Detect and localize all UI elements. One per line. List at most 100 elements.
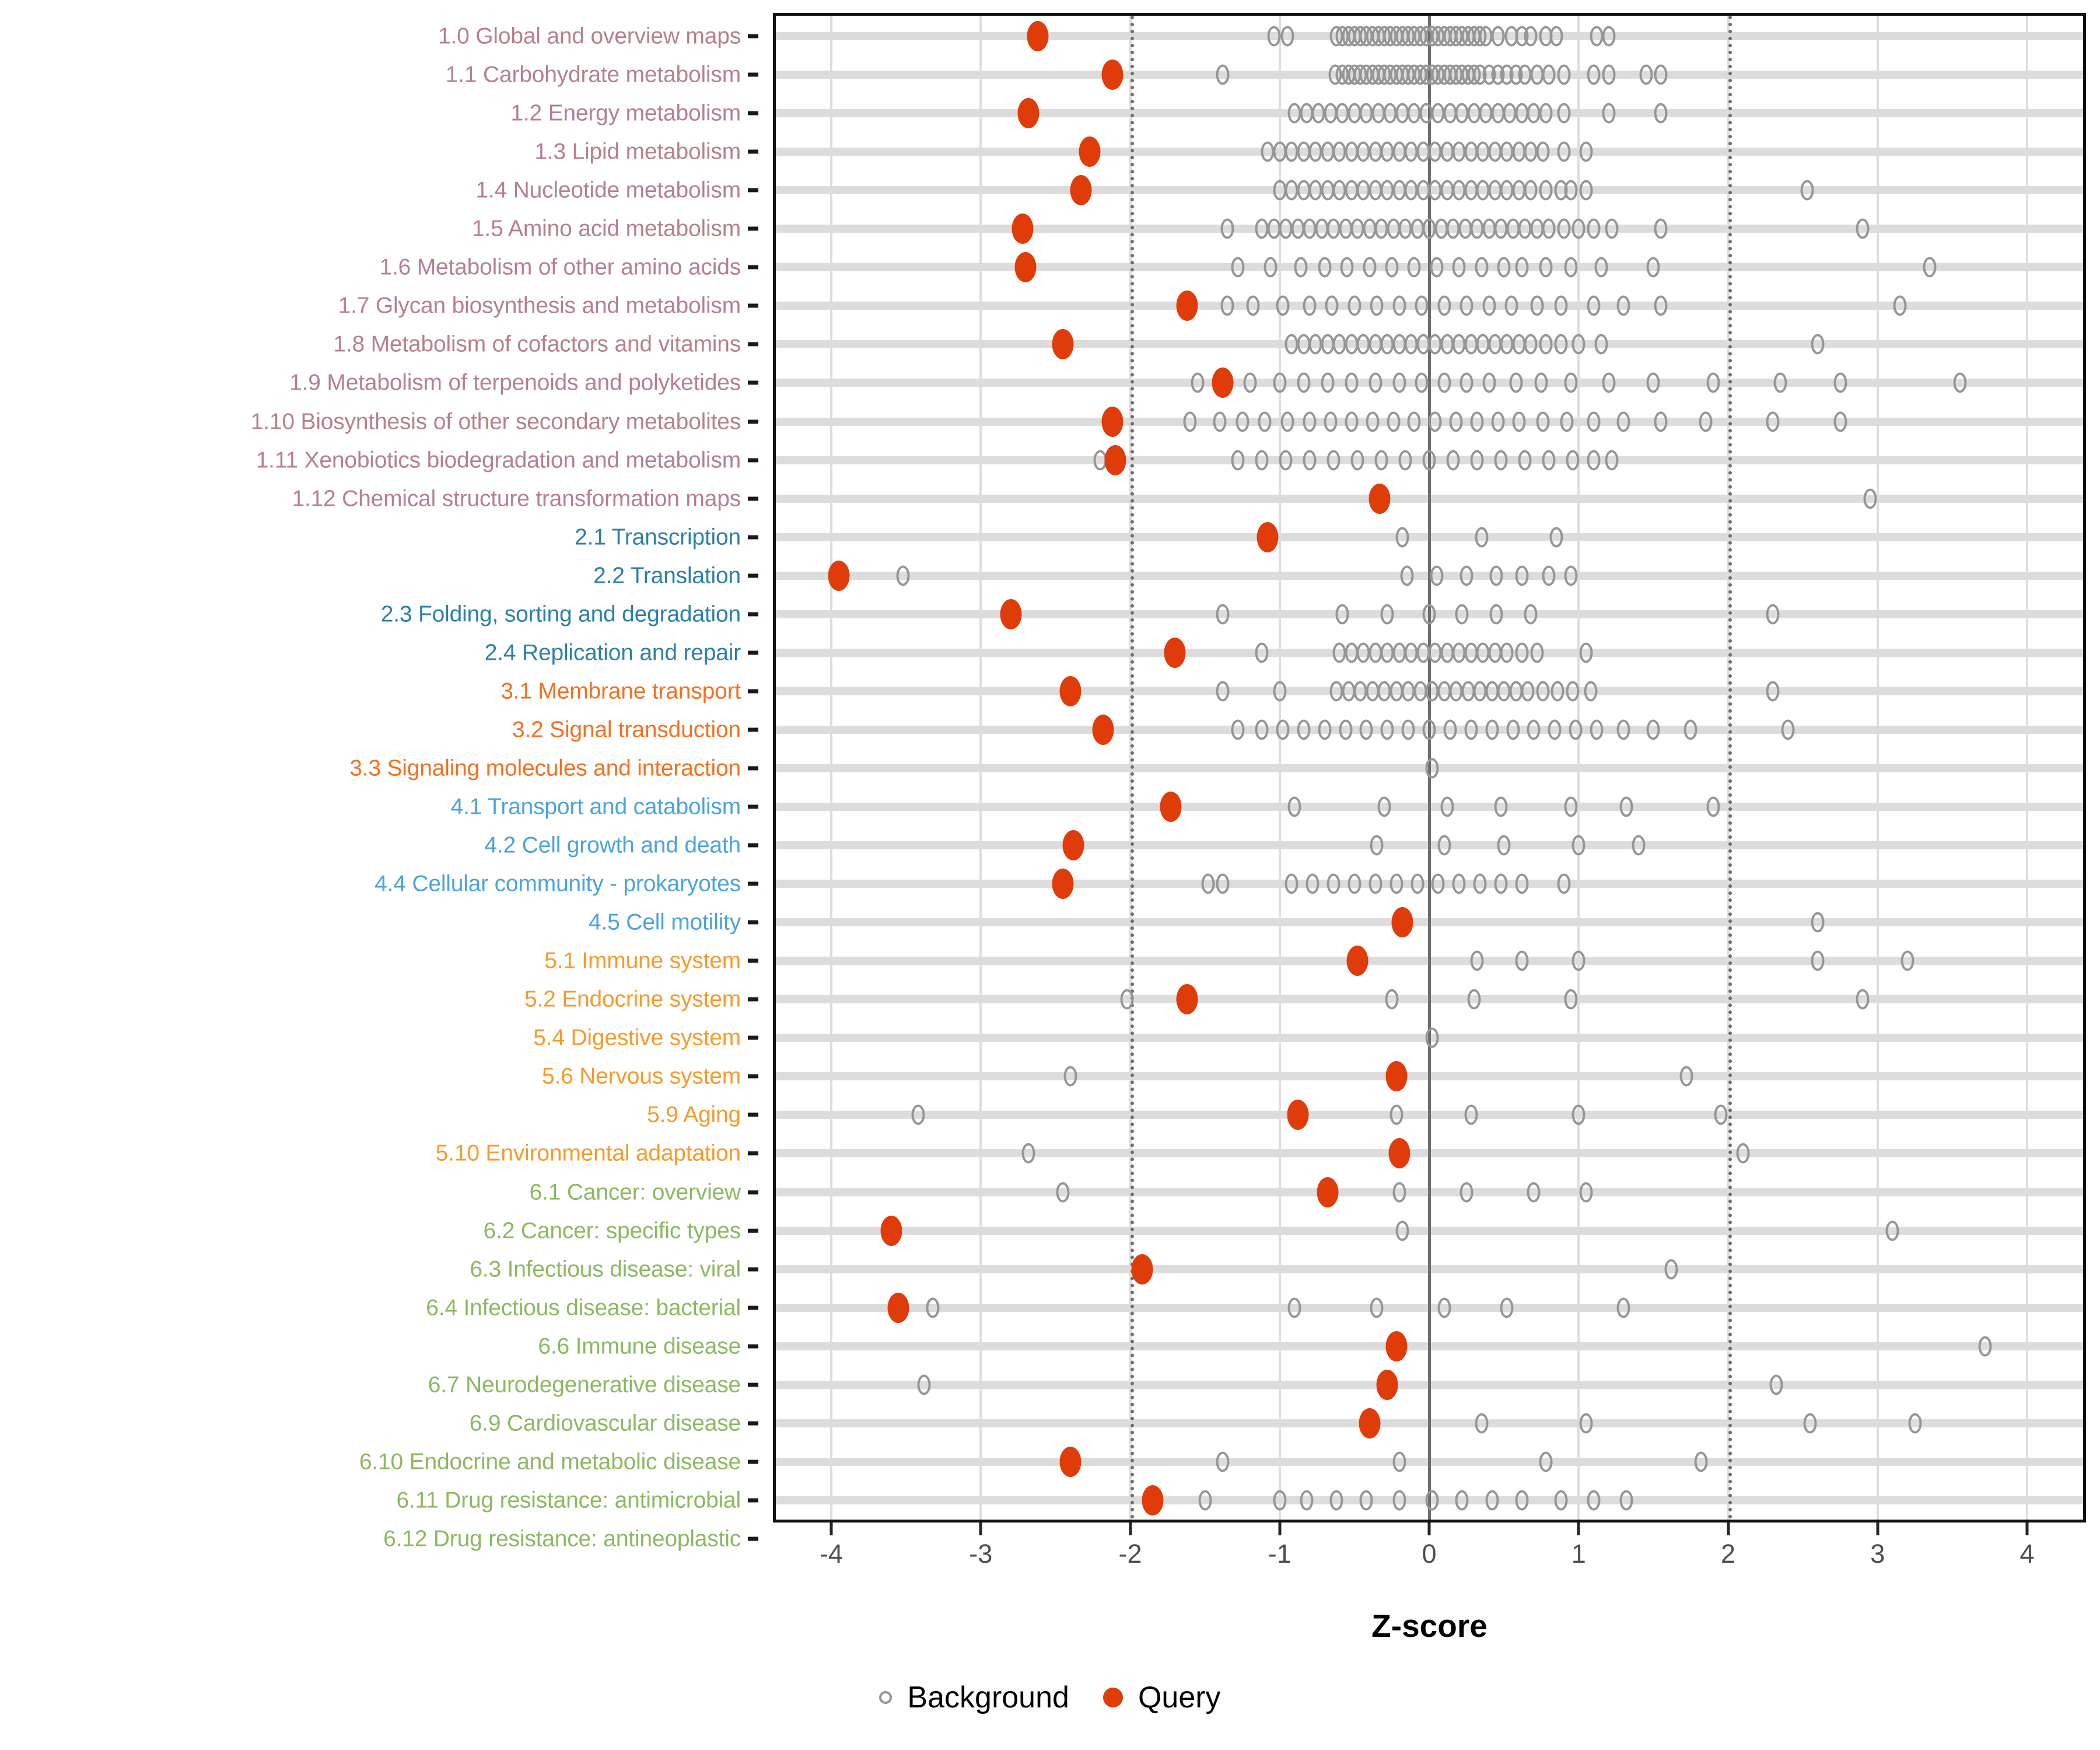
query-point: [1142, 1485, 1164, 1516]
background-point: [1306, 873, 1320, 894]
background-point: [1455, 604, 1469, 625]
background-point: [1766, 681, 1780, 702]
background-point: [1539, 1451, 1553, 1472]
y-axis-tick: [748, 72, 758, 77]
legend-item-query: Query: [1102, 1680, 1221, 1715]
query-point: [1059, 676, 1082, 706]
background-point: [1564, 180, 1578, 201]
background-point: [1395, 527, 1409, 548]
background-point: [1410, 873, 1424, 894]
y-axis-tick: [748, 727, 758, 732]
background-point: [1863, 488, 1877, 509]
x-axis-tick-label: 1: [1571, 1539, 1586, 1569]
background-point: [1415, 372, 1429, 393]
y-axis-label: 5.2 Endocrine system: [524, 986, 741, 1012]
background-point: [1590, 719, 1604, 740]
background-point: [1536, 141, 1550, 162]
query-point: [1052, 869, 1074, 900]
background-point: [1811, 950, 1825, 971]
background-point: [1264, 257, 1278, 278]
background-point: [1276, 295, 1290, 316]
y-axis-label: 1.8 Metabolism of cofactors and vitamins: [333, 331, 741, 357]
background-point: [1380, 604, 1394, 625]
background-point: [1431, 873, 1445, 894]
background-point: [1579, 1413, 1593, 1434]
background-point: [1654, 64, 1668, 85]
query-point: [1101, 60, 1124, 90]
background-point: [1452, 257, 1466, 278]
query-point: [1317, 1177, 1339, 1208]
background-point: [1390, 1104, 1404, 1125]
y-axis-category-labels: 1.0 Global and overview maps 1.1 Carbohyd…: [0, 0, 758, 1550]
background-point: [1566, 681, 1580, 702]
background-point: [1363, 257, 1376, 278]
query-point: [1388, 1138, 1410, 1169]
query-point: [880, 1215, 902, 1246]
background-point: [1449, 411, 1463, 432]
background-point: [1684, 719, 1698, 740]
background-point: [1198, 1490, 1212, 1511]
background-point: [1284, 873, 1298, 894]
query-point: [1287, 1100, 1308, 1130]
background-point: [1587, 411, 1601, 432]
y-axis-label: 2.4 Replication and repair: [484, 640, 741, 666]
y-axis-label: 1.4 Nucleotide metabolism: [475, 177, 741, 203]
background-point: [1387, 411, 1400, 432]
background-point: [1321, 372, 1335, 393]
background-point: [1246, 295, 1260, 316]
background-point: [1566, 450, 1580, 471]
background-point: [1324, 411, 1338, 432]
background-point: [1579, 642, 1593, 663]
background-point: [1395, 1220, 1409, 1241]
background-point: [1400, 565, 1414, 586]
background-point: [1294, 257, 1308, 278]
y-axis-label: 2.2 Translation: [593, 563, 741, 589]
y-axis-tick: [748, 535, 758, 540]
background-point: [1766, 411, 1780, 432]
y-axis-tick: [748, 342, 758, 346]
background-point: [1602, 103, 1615, 124]
background-point: [1440, 796, 1454, 817]
background-point: [1303, 411, 1317, 432]
background-point: [1494, 873, 1508, 894]
background-point: [1475, 527, 1489, 548]
background-point: [1491, 26, 1505, 47]
background-point: [1359, 1490, 1373, 1511]
background-point: [1021, 1143, 1035, 1164]
background-point: [1587, 1490, 1601, 1511]
background-point: [1569, 719, 1583, 740]
background-point: [1833, 372, 1847, 393]
background-point: [1191, 372, 1205, 393]
y-axis-tick: [748, 1267, 758, 1272]
background-point: [1579, 141, 1593, 162]
background-point: [1542, 565, 1556, 586]
background-point: [1539, 103, 1553, 124]
background-point: [1524, 26, 1538, 47]
y-axis-tick: [748, 380, 758, 385]
background-point: [1530, 642, 1544, 663]
background-point: [1557, 103, 1571, 124]
background-point: [1803, 1413, 1817, 1434]
background-point: [1584, 681, 1598, 702]
background-point: [1350, 450, 1364, 471]
background-point: [1280, 411, 1294, 432]
y-axis-tick: [748, 958, 758, 963]
background-point: [1856, 218, 1870, 239]
y-axis-label: 6.4 Infectious disease: bacterial: [426, 1295, 741, 1321]
background-point: [1220, 295, 1234, 316]
background-point: [911, 1104, 925, 1125]
y-axis-label: 2.1 Transcription: [575, 524, 741, 550]
background-point: [1587, 218, 1601, 239]
background-point: [1579, 180, 1593, 201]
background-point: [1216, 681, 1230, 702]
background-point: [1524, 604, 1538, 625]
y-axis-label: 1.2 Energy metabolism: [510, 100, 741, 126]
background-point: [1201, 873, 1215, 894]
background-point: [1564, 565, 1578, 586]
background-point: [1646, 719, 1660, 740]
background-point: [1390, 873, 1404, 894]
y-axis-tick: [748, 650, 758, 655]
background-point: [1602, 372, 1615, 393]
background-point: [1549, 527, 1563, 548]
background-point: [1231, 719, 1245, 740]
